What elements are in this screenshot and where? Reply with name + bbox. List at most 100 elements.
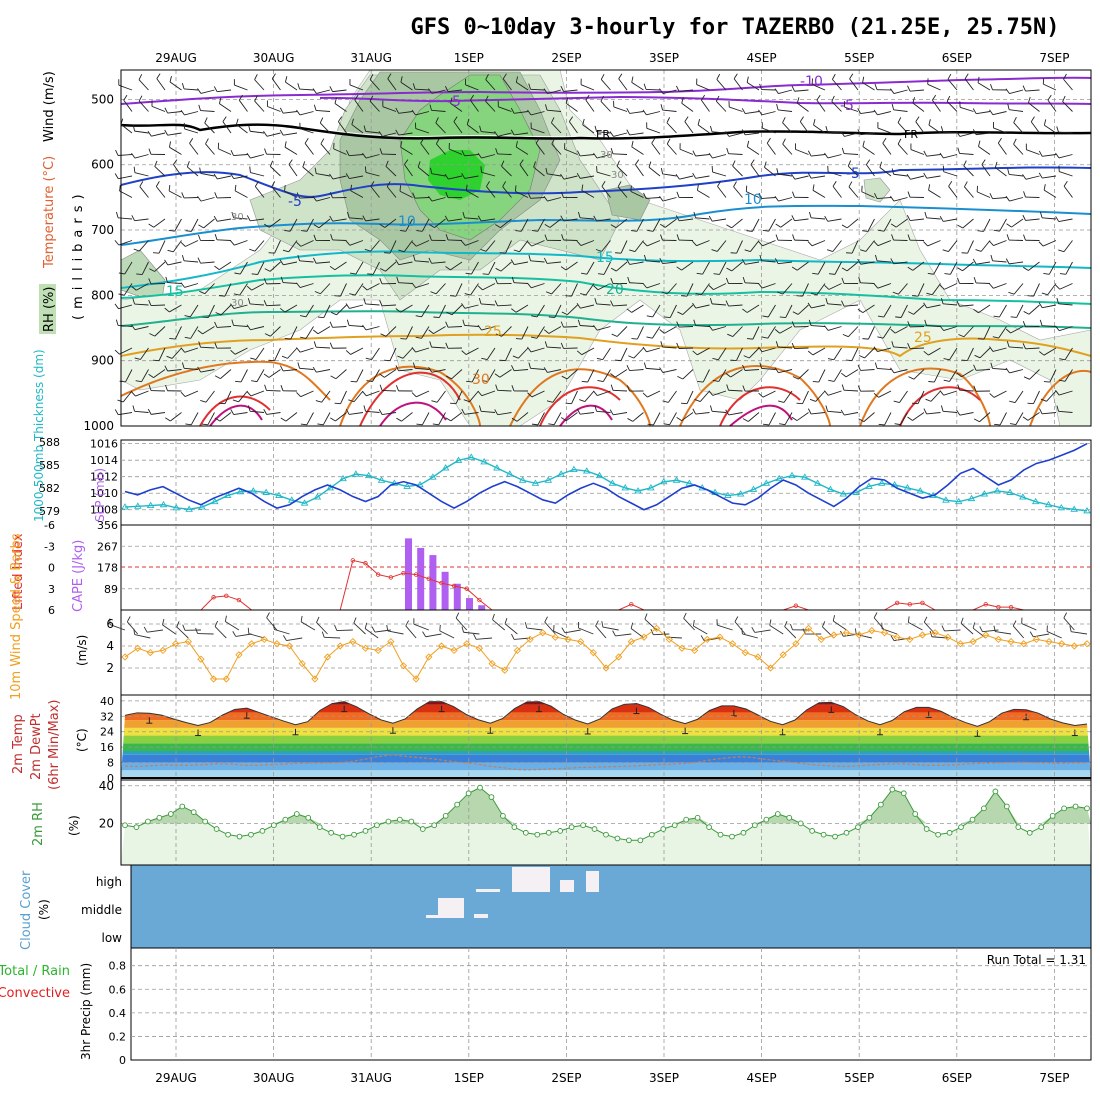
- wind-barb: [890, 328, 896, 334]
- wind-barb: [386, 186, 397, 198]
- date-label: 5SEP: [844, 1071, 874, 1085]
- thickness-point: [736, 490, 745, 497]
- thickness-point: [1083, 507, 1091, 514]
- wind-barb: [502, 78, 512, 91]
- wind-barb: [168, 190, 182, 198]
- wind-barb: [447, 326, 463, 328]
- wind-barb: [734, 616, 739, 622]
- thickness-point: [249, 487, 258, 494]
- wind-barb: [683, 618, 695, 631]
- wind-barb: [197, 366, 202, 373]
- wind-barb: [943, 390, 958, 396]
- wind-barb: [485, 240, 496, 252]
- wind-barb: [1043, 184, 1046, 191]
- wind-barb: [455, 390, 463, 404]
- wind-barb: [877, 111, 892, 116]
- wind-barb: [840, 409, 845, 416]
- li-point: [413, 572, 419, 577]
- wind-barb: [778, 89, 793, 94]
- wind-barb: [230, 409, 235, 415]
- wind-barb: [486, 186, 496, 198]
- wind-barb: [167, 261, 182, 266]
- wind-barb: [989, 109, 994, 115]
- wind-barb: [1063, 240, 1073, 252]
- wind-barb: [432, 423, 439, 426]
- wind-barb: [832, 186, 842, 198]
- wind-barb: [305, 326, 314, 339]
- wind-barb: [401, 412, 413, 422]
- wind-barb: [976, 132, 991, 136]
- wind-barb: [782, 143, 793, 155]
- wind-barb: [927, 83, 941, 91]
- wind-barb: [138, 74, 143, 80]
- wind-barb: [165, 384, 168, 391]
- wind-barb: [702, 369, 710, 383]
- wind-barb: [380, 333, 387, 337]
- wind-barb: [235, 380, 242, 383]
- wind-barb: [596, 166, 598, 173]
- wind-barb: [652, 326, 661, 339]
- wind-barb: [214, 321, 218, 328]
- wind-barb: [448, 218, 463, 222]
- wind-barb: [981, 164, 991, 177]
- wind-barb: [141, 369, 149, 382]
- wind-barb: [939, 390, 944, 396]
- wind-barb: [1038, 302, 1043, 308]
- wind-barb: [322, 412, 331, 426]
- wind-barb: [873, 346, 878, 352]
- wind-barb: [464, 217, 479, 220]
- wind-barb: [334, 624, 338, 631]
- wind-barb: [891, 234, 894, 241]
- wind-barb: [578, 627, 594, 635]
- wind-barb: [415, 336, 422, 339]
- wind-barb: [928, 189, 941, 198]
- wind-barb: [747, 146, 760, 155]
- wind-barb: [949, 347, 958, 361]
- wind-barb: [960, 617, 964, 624]
- wind-barb: [600, 95, 604, 102]
- wind-barb: [181, 192, 185, 199]
- wind-barb: [948, 180, 953, 187]
- wind-barb: [759, 254, 762, 261]
- wind-barb: [190, 304, 199, 318]
- temp-tick: 32: [100, 710, 114, 723]
- wind-barb: [561, 311, 568, 316]
- wind-barb: [612, 630, 616, 637]
- wind-barb: [338, 116, 343, 122]
- wind-barb: [461, 173, 466, 179]
- rh2m-label: 2m RH: [31, 802, 46, 846]
- rh-point: [167, 811, 174, 817]
- wind-barb: [877, 283, 892, 289]
- li-series: [125, 559, 1087, 611]
- wind-point: [994, 635, 1003, 644]
- wind-barb: [890, 88, 895, 94]
- wind-barb: [1055, 152, 1060, 159]
- wind-barb: [422, 631, 427, 637]
- wind-barb: [676, 416, 682, 422]
- wind-barb: [204, 122, 215, 134]
- wind-barb: [1023, 376, 1030, 380]
- temp-tick: 16: [100, 741, 114, 754]
- wind-barb: [645, 197, 661, 199]
- wind-barb: [187, 166, 199, 177]
- rh-point: [339, 833, 346, 840]
- thickness-point: [159, 500, 168, 508]
- wind-barb: [564, 629, 581, 634]
- wind-barb: [167, 132, 182, 136]
- wind-point: [969, 637, 977, 646]
- wind-barb: [118, 272, 125, 275]
- wind-barb: [913, 369, 925, 380]
- thickness-point: [429, 473, 437, 480]
- wind-barb: [515, 146, 529, 155]
- wind-barb: [547, 346, 562, 349]
- wind-barb: [731, 261, 743, 272]
- wind-barb: [817, 261, 826, 275]
- wind-barb: [816, 99, 826, 112]
- rh-point: [122, 822, 128, 829]
- thickness-point: [441, 464, 450, 471]
- wind-barb: [873, 283, 879, 289]
- wind-barb: [320, 283, 331, 295]
- wind-barb: [1039, 211, 1043, 218]
- wind-barb: [1009, 261, 1024, 265]
- wind-barb: [172, 240, 182, 253]
